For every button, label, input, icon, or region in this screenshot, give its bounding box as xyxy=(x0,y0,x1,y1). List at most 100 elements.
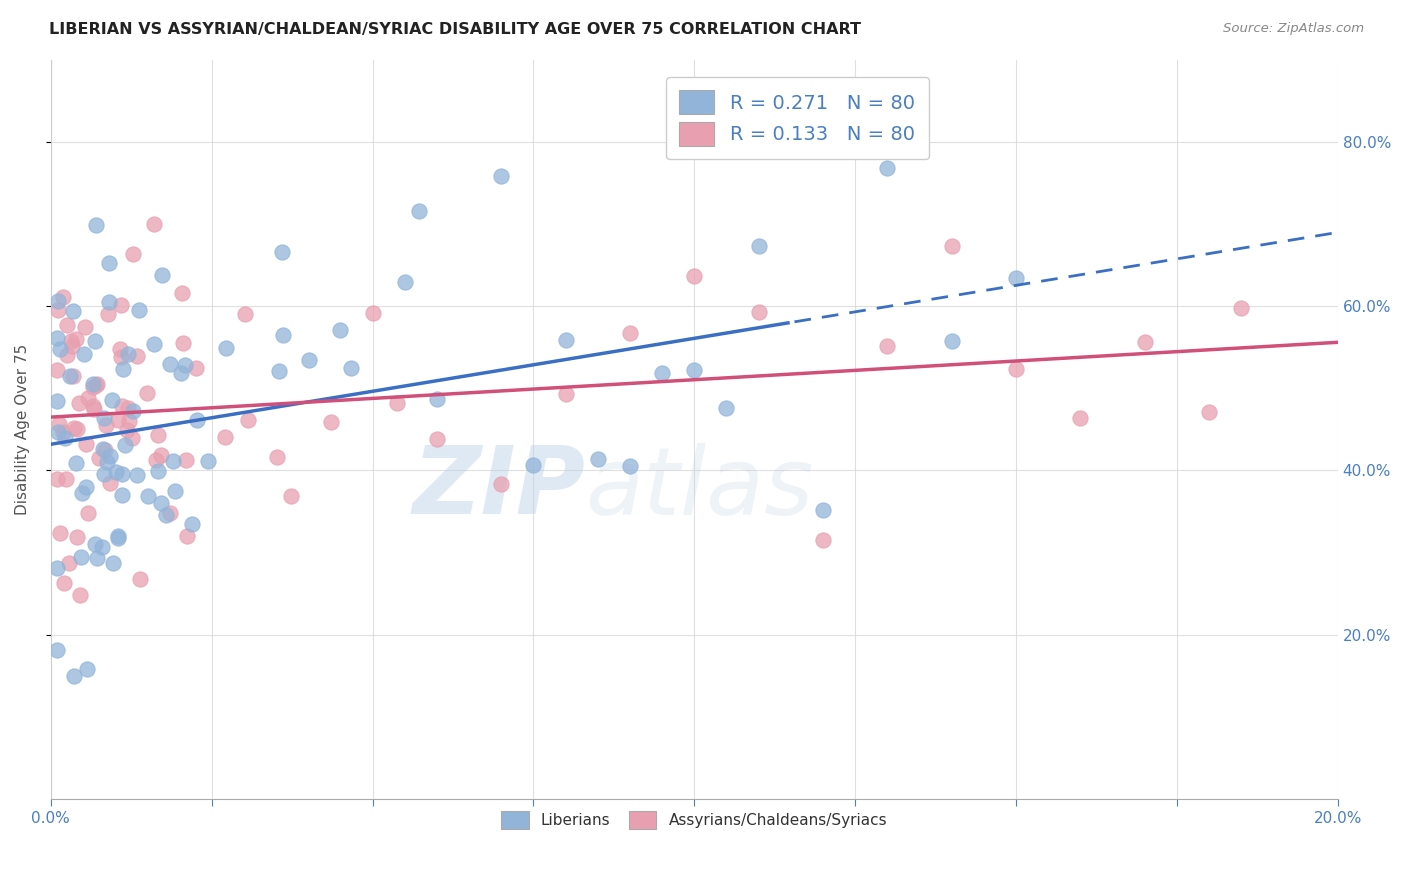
Point xyxy=(117,401,139,415)
Point xyxy=(170,366,193,380)
Point xyxy=(97,307,120,321)
Point xyxy=(748,304,770,318)
Point xyxy=(683,268,706,283)
Point xyxy=(86,377,108,392)
Point xyxy=(111,400,134,414)
Point xyxy=(426,433,449,447)
Point xyxy=(159,357,181,371)
Text: ZIP: ZIP xyxy=(412,442,585,534)
Point xyxy=(172,336,194,351)
Point xyxy=(181,517,204,532)
Point xyxy=(66,422,89,436)
Point xyxy=(91,442,114,456)
Point xyxy=(197,454,219,468)
Point xyxy=(107,529,129,543)
Point xyxy=(408,203,430,218)
Point xyxy=(46,363,69,377)
Point xyxy=(48,525,70,540)
Point xyxy=(48,293,70,308)
Point xyxy=(127,468,149,483)
Point xyxy=(107,413,129,427)
Point xyxy=(46,302,69,317)
Point xyxy=(619,458,641,473)
Point xyxy=(554,333,576,347)
Point xyxy=(52,290,75,304)
Text: Source: ZipAtlas.com: Source: ZipAtlas.com xyxy=(1223,22,1364,36)
Point xyxy=(215,341,238,355)
Point xyxy=(67,396,90,410)
Point xyxy=(329,323,352,337)
Point xyxy=(46,394,69,409)
Point xyxy=(176,453,198,467)
Point xyxy=(46,643,69,657)
Point xyxy=(143,336,166,351)
Point xyxy=(59,369,82,384)
Point xyxy=(136,489,159,503)
Point xyxy=(91,540,114,554)
Point xyxy=(385,396,408,410)
Point xyxy=(651,366,673,380)
Point xyxy=(266,450,288,464)
Point xyxy=(53,576,76,591)
Point xyxy=(489,169,512,184)
Point xyxy=(145,453,167,467)
Point xyxy=(271,327,294,342)
Point xyxy=(941,334,963,348)
Point xyxy=(63,421,86,435)
Point xyxy=(96,418,118,433)
Point xyxy=(238,413,260,427)
Point xyxy=(173,358,195,372)
Point xyxy=(125,349,148,363)
Point xyxy=(1069,411,1091,425)
Point xyxy=(52,425,75,439)
Point xyxy=(118,414,141,428)
Point xyxy=(83,402,105,417)
Point xyxy=(111,362,134,376)
Point xyxy=(941,239,963,253)
Point xyxy=(75,436,97,450)
Text: LIBERIAN VS ASSYRIAN/CHALDEAN/SYRIAC DISABILITY AGE OVER 75 CORRELATION CHART: LIBERIAN VS ASSYRIAN/CHALDEAN/SYRIAC DIS… xyxy=(49,22,862,37)
Point xyxy=(58,556,80,570)
Point xyxy=(122,404,145,418)
Legend: Liberians, Assyrians/Chaldeans/Syriacs: Liberians, Assyrians/Chaldeans/Syriacs xyxy=(495,805,893,836)
Point xyxy=(100,392,122,407)
Point xyxy=(811,503,834,517)
Point xyxy=(176,529,198,543)
Point xyxy=(184,360,207,375)
Point xyxy=(117,346,139,360)
Point xyxy=(110,298,132,312)
Point xyxy=(489,477,512,491)
Point xyxy=(233,307,256,321)
Point xyxy=(62,369,84,384)
Point xyxy=(86,551,108,566)
Point xyxy=(84,378,107,392)
Point xyxy=(146,464,169,478)
Point xyxy=(76,391,98,405)
Point xyxy=(53,431,76,445)
Point xyxy=(163,484,186,499)
Point xyxy=(73,320,96,334)
Point xyxy=(97,256,120,270)
Point xyxy=(1230,301,1253,316)
Point xyxy=(155,508,177,522)
Point xyxy=(1005,271,1028,285)
Point xyxy=(96,455,118,469)
Point xyxy=(170,286,193,301)
Point xyxy=(98,475,121,490)
Point xyxy=(280,489,302,503)
Point xyxy=(84,219,107,233)
Point xyxy=(110,342,132,356)
Point xyxy=(46,425,69,439)
Point xyxy=(48,417,70,432)
Point xyxy=(93,410,115,425)
Point xyxy=(361,305,384,319)
Point xyxy=(148,428,170,442)
Point xyxy=(111,488,134,502)
Point xyxy=(56,318,79,332)
Point xyxy=(76,663,98,677)
Point xyxy=(150,448,173,462)
Point xyxy=(554,387,576,401)
Point xyxy=(716,401,738,415)
Point xyxy=(149,495,172,509)
Point xyxy=(77,506,100,520)
